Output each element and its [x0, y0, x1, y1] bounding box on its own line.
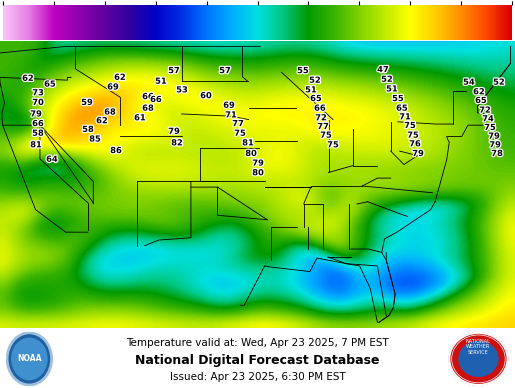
Text: SERVICE: SERVICE: [468, 350, 489, 355]
Text: Temperature valid at: Wed, Apr 23 2025, 7 PM EST: Temperature valid at: Wed, Apr 23 2025, …: [126, 338, 389, 348]
Text: 69: 69: [107, 83, 119, 92]
Text: 60: 60: [200, 91, 212, 100]
Text: 51: 51: [305, 85, 317, 94]
Text: 55: 55: [297, 66, 309, 75]
Text: 57: 57: [219, 66, 231, 75]
Text: 59: 59: [81, 98, 93, 107]
Text: 77: 77: [232, 119, 244, 128]
Text: 62: 62: [22, 74, 34, 83]
Text: 53: 53: [176, 85, 188, 94]
Text: 75: 75: [407, 131, 419, 140]
Text: WEATHER: WEATHER: [466, 345, 491, 350]
Text: 62: 62: [96, 116, 108, 125]
Circle shape: [7, 333, 52, 385]
Text: 68: 68: [142, 104, 154, 113]
Text: 66: 66: [314, 104, 326, 113]
Text: 77: 77: [317, 122, 329, 131]
Text: 86: 86: [110, 146, 122, 155]
Text: 61: 61: [134, 113, 146, 122]
Text: 74: 74: [482, 114, 494, 123]
Text: 64: 64: [46, 155, 58, 164]
Text: 66: 66: [150, 95, 162, 104]
Text: 65: 65: [396, 104, 408, 113]
Text: 79: 79: [30, 109, 42, 118]
Circle shape: [12, 338, 47, 379]
Text: 65: 65: [475, 96, 487, 105]
Text: National Digital Forecast Database: National Digital Forecast Database: [135, 354, 380, 367]
Text: Issued: Apr 23 2025, 6:30 PM EST: Issued: Apr 23 2025, 6:30 PM EST: [169, 372, 346, 382]
Text: 62: 62: [114, 73, 126, 82]
Text: 62: 62: [473, 87, 485, 96]
Text: 51: 51: [386, 85, 398, 94]
Text: 68: 68: [104, 107, 116, 116]
Text: 47: 47: [377, 65, 389, 74]
Text: 66: 66: [32, 119, 44, 128]
Text: 57: 57: [168, 66, 180, 75]
Text: 80: 80: [245, 149, 257, 158]
Text: 52: 52: [381, 75, 393, 84]
Text: 65: 65: [310, 94, 322, 103]
Text: 58: 58: [82, 125, 94, 134]
Text: 78: 78: [491, 149, 503, 158]
Text: 55: 55: [392, 94, 404, 103]
Text: 72: 72: [315, 113, 327, 122]
Text: 75: 75: [320, 131, 332, 140]
Text: 82: 82: [171, 139, 183, 147]
Text: 58: 58: [32, 129, 44, 138]
Text: 79: 79: [168, 127, 180, 136]
Text: 73: 73: [32, 88, 44, 97]
Text: 81: 81: [30, 140, 42, 149]
Text: NATIONAL: NATIONAL: [466, 339, 491, 344]
Text: 75: 75: [404, 121, 416, 130]
Text: 79: 79: [489, 140, 501, 149]
Text: 71: 71: [399, 113, 411, 121]
Text: 65: 65: [44, 80, 56, 88]
Text: 79: 79: [252, 159, 264, 168]
Circle shape: [449, 333, 508, 385]
Text: 75: 75: [234, 129, 246, 138]
Circle shape: [459, 341, 498, 376]
Text: 80: 80: [252, 168, 264, 177]
Text: 72: 72: [479, 106, 491, 114]
Text: 79: 79: [488, 132, 500, 140]
Text: 52: 52: [309, 76, 321, 85]
Text: 66: 66: [142, 92, 154, 101]
Text: 75: 75: [327, 140, 339, 149]
Text: 79: 79: [412, 149, 424, 158]
Text: NOAA: NOAA: [17, 354, 42, 364]
Text: 76: 76: [409, 139, 421, 148]
Text: 85: 85: [89, 135, 101, 144]
Text: 70: 70: [32, 98, 44, 107]
Text: 71: 71: [225, 111, 237, 120]
Text: 52: 52: [493, 78, 505, 87]
Text: 69: 69: [223, 101, 235, 110]
Text: 81: 81: [242, 139, 254, 147]
Text: 51: 51: [155, 77, 167, 86]
Text: 54: 54: [463, 78, 475, 87]
Text: 75: 75: [484, 123, 496, 132]
